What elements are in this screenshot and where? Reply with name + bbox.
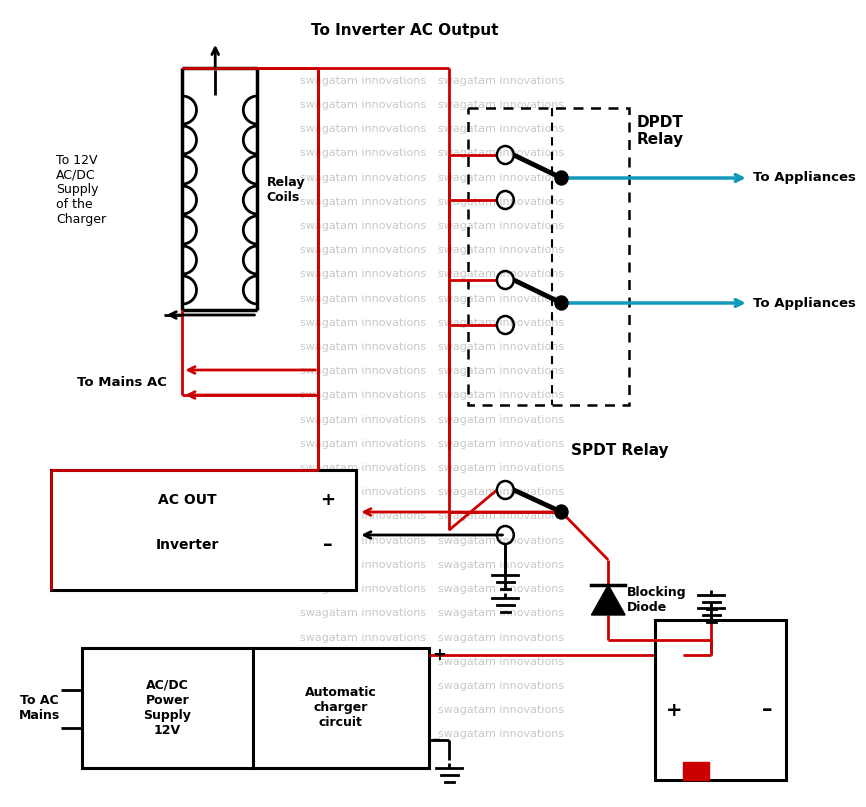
Text: swagatam innovations: swagatam innovations [437, 681, 564, 691]
Circle shape [555, 171, 568, 185]
Text: Relay
Coils: Relay Coils [267, 176, 305, 204]
Text: SPDT Relay: SPDT Relay [571, 442, 669, 458]
Text: swagatam innovations: swagatam innovations [300, 657, 426, 667]
Text: swagatam innovations: swagatam innovations [437, 657, 564, 667]
Text: AC/DC
Power
Supply
12V: AC/DC Power Supply 12V [144, 679, 191, 737]
Text: swagatam innovations: swagatam innovations [300, 245, 426, 255]
Text: swagatam innovations: swagatam innovations [437, 318, 564, 328]
Text: swagatam innovations: swagatam innovations [437, 391, 564, 400]
Text: swagatam innovations: swagatam innovations [437, 536, 564, 546]
Text: swagatam innovations: swagatam innovations [437, 221, 564, 231]
Text: swagatam innovations: swagatam innovations [437, 197, 564, 207]
Text: swagatam innovations: swagatam innovations [300, 342, 426, 352]
Text: swagatam innovations: swagatam innovations [300, 633, 426, 642]
Bar [655, 620, 786, 780]
Text: AC OUT: AC OUT [158, 493, 216, 507]
Text: +: + [432, 646, 446, 664]
Text: swagatam innovations: swagatam innovations [437, 173, 564, 182]
Text: swagatam innovations: swagatam innovations [300, 608, 426, 618]
Text: swagatam innovations: swagatam innovations [437, 415, 564, 424]
Text: swagatam innovations: swagatam innovations [300, 366, 426, 376]
Text: To AC
Mains: To AC Mains [19, 694, 60, 722]
Polygon shape [591, 585, 625, 615]
Circle shape [555, 296, 568, 310]
Text: Blocking
Diode: Blocking Diode [627, 586, 687, 614]
Text: Inverter: Inverter [156, 538, 219, 552]
Text: swagatam innovations: swagatam innovations [300, 197, 426, 207]
Text: swagatam innovations: swagatam innovations [437, 512, 564, 521]
Text: To Appliances: To Appliances [753, 172, 856, 185]
Bar [468, 108, 629, 405]
Text: swagatam innovations: swagatam innovations [437, 342, 564, 352]
Bar [683, 762, 709, 780]
Text: swagatam innovations: swagatam innovations [300, 705, 426, 715]
Text: swagatam innovations: swagatam innovations [300, 439, 426, 449]
Text: swagatam innovations: swagatam innovations [300, 173, 426, 182]
Text: swagatam innovations: swagatam innovations [437, 705, 564, 715]
Text: Automatic
charger
circuit: Automatic charger circuit [305, 687, 377, 730]
Text: To Appliances: To Appliances [753, 296, 856, 310]
Text: swagatam innovations: swagatam innovations [300, 100, 426, 110]
Text: swagatam innovations: swagatam innovations [300, 487, 426, 497]
Bar [51, 470, 356, 590]
Text: swagatam innovations: swagatam innovations [300, 536, 426, 546]
Text: swagatam innovations: swagatam innovations [300, 294, 426, 303]
Text: swagatam innovations: swagatam innovations [300, 560, 426, 570]
Text: swagatam innovations: swagatam innovations [437, 124, 564, 134]
Text: swagatam innovations: swagatam innovations [300, 270, 426, 279]
Text: +: + [666, 700, 682, 720]
Text: swagatam innovations: swagatam innovations [300, 318, 426, 328]
Text: swagatam innovations: swagatam innovations [437, 560, 564, 570]
Text: swagatam innovations: swagatam innovations [300, 584, 426, 594]
Text: swagatam innovations: swagatam innovations [437, 584, 564, 594]
Text: swagatam innovations: swagatam innovations [437, 245, 564, 255]
Text: To Mains AC: To Mains AC [77, 375, 166, 388]
Text: swagatam innovations: swagatam innovations [437, 366, 564, 376]
Text: –: – [432, 731, 442, 749]
Text: swagatam innovations: swagatam innovations [437, 294, 564, 303]
Text: To Inverter AC Output: To Inverter AC Output [312, 23, 499, 37]
Text: swagatam innovations: swagatam innovations [300, 730, 426, 739]
Text: swagatam innovations: swagatam innovations [437, 487, 564, 497]
Text: swagatam innovations: swagatam innovations [300, 681, 426, 691]
Text: swagatam innovations: swagatam innovations [437, 148, 564, 158]
Text: swagatam innovations: swagatam innovations [300, 415, 426, 424]
Text: swagatam innovations: swagatam innovations [437, 608, 564, 618]
Text: swagatam innovations: swagatam innovations [437, 270, 564, 279]
Circle shape [555, 505, 568, 519]
Text: swagatam innovations: swagatam innovations [437, 463, 564, 473]
Text: –: – [762, 700, 772, 720]
Text: DPDT
Relay: DPDT Relay [637, 115, 683, 148]
Text: swagatam innovations: swagatam innovations [300, 124, 426, 134]
Text: swagatam innovations: swagatam innovations [300, 148, 426, 158]
Text: swagatam innovations: swagatam innovations [437, 76, 564, 86]
Text: swagatam innovations: swagatam innovations [300, 221, 426, 231]
Text: To 12V
AC/DC
Supply
of the
Charger: To 12V AC/DC Supply of the Charger [56, 153, 107, 227]
Text: swagatam innovations: swagatam innovations [300, 391, 426, 400]
Text: swagatam innovations: swagatam innovations [437, 633, 564, 642]
Text: swagatam innovations: swagatam innovations [300, 76, 426, 86]
Text: +: + [320, 491, 335, 509]
Bar [253, 648, 429, 768]
Bar [82, 648, 253, 768]
Text: swagatam innovations: swagatam innovations [300, 512, 426, 521]
Text: –: – [323, 536, 333, 554]
Text: swagatam innovations: swagatam innovations [437, 439, 564, 449]
Text: swagatam innovations: swagatam innovations [437, 100, 564, 110]
Text: swagatam innovations: swagatam innovations [300, 463, 426, 473]
Text: swagatam innovations: swagatam innovations [437, 730, 564, 739]
